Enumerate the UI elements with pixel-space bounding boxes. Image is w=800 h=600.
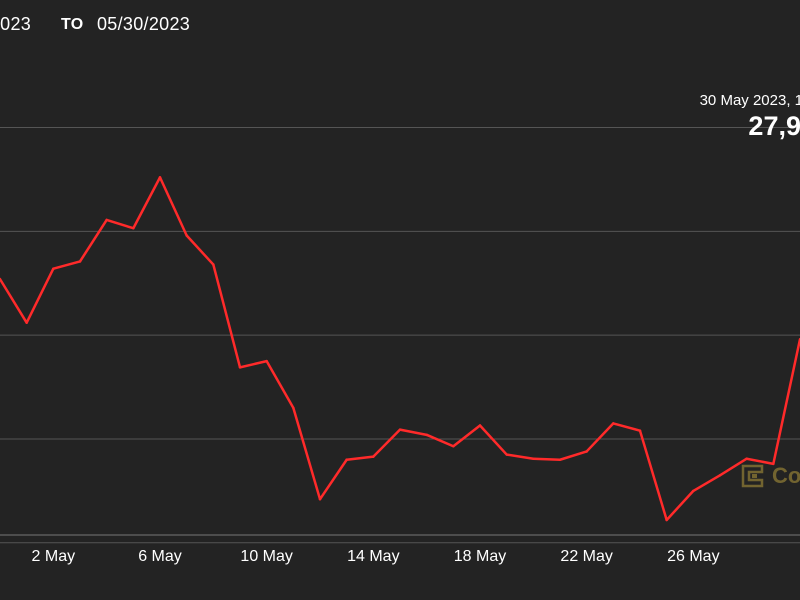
x-tick-label-0: 2 May — [32, 548, 76, 565]
price-line-segment-4 — [105, 218, 135, 230]
price-line-segment-7 — [185, 234, 215, 266]
price-line-segment-18 — [478, 424, 508, 456]
price-line-segment-21 — [558, 450, 588, 462]
price-line-segment-27 — [718, 457, 748, 477]
date-range-end[interactable]: 05/30/2023 — [97, 14, 191, 34]
x-tick-label-5: 22 May — [560, 548, 612, 565]
price-line-segment-23 — [612, 422, 642, 432]
price-line-segment-1 — [25, 267, 55, 324]
watermark-text: Co — [772, 463, 800, 488]
price-line-segment-25 — [665, 489, 695, 522]
price-line-segment-6 — [158, 176, 188, 237]
price-line[interactable] — [0, 176, 800, 522]
tooltip-date: 30 May 2023, 1 — [699, 92, 800, 109]
price-line-segment-15 — [398, 428, 428, 437]
price-line-segment-5 — [132, 176, 162, 230]
x-tick-label-6: 26 May — [667, 548, 719, 565]
x-tick-label-4: 18 May — [454, 548, 506, 565]
price-line-segment-13 — [345, 455, 375, 462]
price-line-segment-28 — [745, 457, 775, 466]
price-line-segment-3 — [78, 218, 108, 263]
price-line-segment-26 — [692, 474, 722, 493]
coindesk-logo-icon — [741, 464, 764, 488]
price-line-segment-11 — [292, 406, 322, 501]
date-range-separator: TO — [61, 16, 84, 33]
price-line-segment-17 — [452, 424, 482, 448]
price-tooltip: 30 May 2023, 1 27,96 — [600, 92, 800, 142]
price-line-segment-19 — [505, 453, 535, 460]
x-axis-labels: 2 May 6 May 10 May 14 May 18 May 22 May 26 May — [32, 548, 720, 565]
price-line-segment-22 — [585, 422, 615, 453]
price-line-segment-12 — [318, 458, 348, 501]
x-tick-label-1: 6 May — [138, 548, 182, 565]
date-range-header: 04/30/2023 TO 05/30/2023 — [0, 14, 800, 42]
price-line-segment-8 — [212, 263, 242, 369]
date-range-start[interactable]: 04/30/2023 — [0, 14, 32, 34]
price-line-segment-16 — [425, 433, 455, 448]
grid-lines — [0, 127, 800, 544]
tooltip-price: 27,96 — [748, 111, 800, 141]
price-line-segment-0 — [0, 277, 28, 324]
x-tick-label-2: 10 May — [240, 548, 292, 565]
price-line-segment-14 — [372, 428, 402, 458]
x-tick-label-3: 14 May — [347, 548, 399, 565]
price-line-segment-24 — [638, 429, 668, 522]
price-line-segment-29 — [772, 338, 800, 466]
coindesk-watermark: Co — [738, 460, 800, 496]
price-line-segment-20 — [532, 457, 562, 462]
price-line-segment-9 — [238, 359, 268, 369]
price-line-segment-10 — [265, 359, 295, 410]
price-line-segment-2 — [52, 260, 82, 270]
